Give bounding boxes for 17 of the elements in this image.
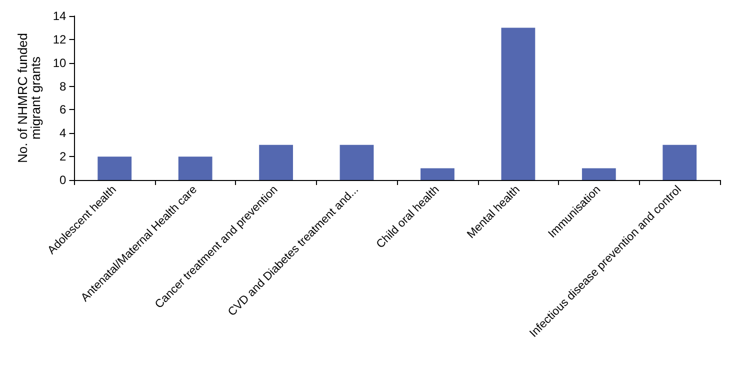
y-tick-label: 2 <box>60 150 67 164</box>
y-tick-label: 12 <box>52 32 67 46</box>
y-tick-label: 6 <box>60 102 67 117</box>
y-tick-label: 14 <box>52 9 67 23</box>
y-tick-label: 4 <box>60 126 67 140</box>
bar <box>501 28 536 180</box>
bar <box>582 168 616 180</box>
bar <box>178 156 212 180</box>
bar <box>259 144 293 180</box>
bar <box>420 168 454 180</box>
bar <box>662 144 697 180</box>
bar <box>340 144 374 180</box>
y-tick-label: 0 <box>60 173 67 187</box>
bar <box>98 156 132 180</box>
y-axis-title: No. of NHMRC funded migrant grants <box>15 32 43 164</box>
y-tick-label: 10 <box>52 56 67 70</box>
y-tick-label: 8 <box>60 79 67 94</box>
